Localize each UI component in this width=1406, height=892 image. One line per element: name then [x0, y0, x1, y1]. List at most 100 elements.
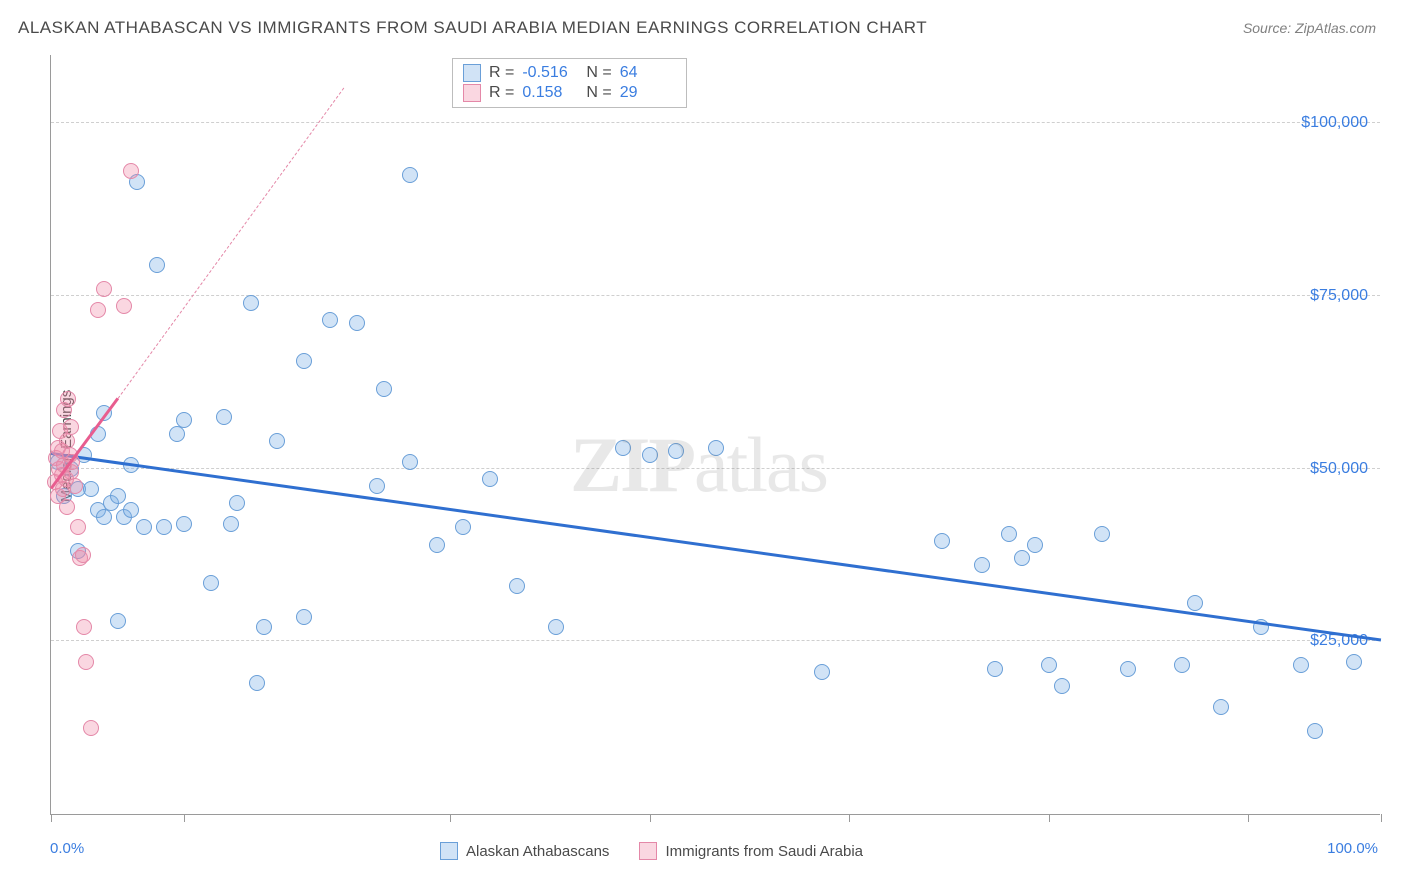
scatter-point	[1187, 595, 1203, 611]
scatter-point	[708, 440, 724, 456]
scatter-point	[123, 502, 139, 518]
scatter-point	[1346, 654, 1362, 670]
gridline	[51, 640, 1380, 641]
x-tick	[1248, 814, 1249, 822]
scatter-point	[1027, 537, 1043, 553]
r-label-1: R =	[489, 64, 514, 82]
source-attribution: Source: ZipAtlas.com	[1243, 20, 1376, 36]
scatter-point	[78, 654, 94, 670]
scatter-point	[67, 478, 83, 494]
x-tick	[450, 814, 451, 822]
scatter-point	[376, 381, 392, 397]
scatter-point	[974, 557, 990, 573]
scatter-point	[223, 516, 239, 532]
scatter-point	[349, 315, 365, 331]
x-axis-max-label: 100.0%	[1327, 840, 1378, 857]
scatter-point	[156, 519, 172, 535]
scatter-point	[229, 495, 245, 511]
r-value-2: 0.158	[522, 84, 578, 102]
scatter-point	[76, 619, 92, 635]
r-label-2: R =	[489, 84, 514, 102]
legend-item-series1: Alaskan Athabascans	[440, 842, 609, 860]
r-value-1: -0.516	[522, 64, 578, 82]
scatter-point	[83, 720, 99, 736]
scatter-point	[369, 478, 385, 494]
scatter-point	[70, 519, 86, 535]
y-tick-label: $50,000	[1310, 460, 1368, 478]
correlation-legend: R = -0.516 N = 64 R = 0.158 N = 29	[452, 58, 687, 108]
scatter-point	[110, 488, 126, 504]
x-tick	[51, 814, 52, 822]
legend-label-1: Alaskan Athabascans	[466, 843, 609, 860]
gridline	[51, 468, 1380, 469]
scatter-point	[123, 163, 139, 179]
legend-row-series1: R = -0.516 N = 64	[463, 63, 676, 83]
scatter-point	[1041, 657, 1057, 673]
scatter-point	[509, 578, 525, 594]
swatch-series1-b	[440, 842, 458, 860]
scatter-point	[243, 295, 259, 311]
scatter-point	[615, 440, 631, 456]
chart-plot-area: $25,000$50,000$75,000$100,000	[50, 55, 1380, 815]
scatter-point	[249, 675, 265, 691]
x-tick	[849, 814, 850, 822]
scatter-point	[814, 664, 830, 680]
scatter-point	[116, 298, 132, 314]
scatter-point	[296, 353, 312, 369]
swatch-series2	[463, 84, 481, 102]
trendline-extrapolation	[117, 88, 344, 399]
x-tick	[1049, 814, 1050, 822]
scatter-point	[1014, 550, 1030, 566]
scatter-point	[482, 471, 498, 487]
gridline	[51, 122, 1380, 123]
chart-title: ALASKAN ATHABASCAN VS IMMIGRANTS FROM SA…	[18, 18, 927, 38]
scatter-point	[1174, 657, 1190, 673]
y-tick-label: $100,000	[1301, 114, 1368, 132]
scatter-point	[668, 443, 684, 459]
scatter-point	[59, 499, 75, 515]
scatter-point	[110, 613, 126, 629]
scatter-point	[429, 537, 445, 553]
legend-label-2: Immigrants from Saudi Arabia	[665, 843, 863, 860]
scatter-point	[642, 447, 658, 463]
scatter-point	[96, 509, 112, 525]
x-tick	[184, 814, 185, 822]
scatter-point	[455, 519, 471, 535]
scatter-point	[402, 167, 418, 183]
scatter-point	[90, 302, 106, 318]
scatter-point	[1293, 657, 1309, 673]
series-legend: Alaskan Athabascans Immigrants from Saud…	[440, 842, 863, 860]
scatter-point	[216, 409, 232, 425]
scatter-point	[322, 312, 338, 328]
scatter-point	[149, 257, 165, 273]
scatter-point	[296, 609, 312, 625]
scatter-point	[203, 575, 219, 591]
x-tick	[1381, 814, 1382, 822]
swatch-series2-b	[639, 842, 657, 860]
scatter-point	[1213, 699, 1229, 715]
n-value-1: 64	[620, 64, 676, 82]
scatter-point	[169, 426, 185, 442]
scatter-point	[1307, 723, 1323, 739]
scatter-point	[136, 519, 152, 535]
scatter-point	[987, 661, 1003, 677]
x-axis-min-label: 0.0%	[50, 840, 84, 857]
scatter-point	[60, 391, 76, 407]
n-label-1: N =	[586, 64, 611, 82]
x-tick	[650, 814, 651, 822]
scatter-point	[1094, 526, 1110, 542]
scatter-point	[934, 533, 950, 549]
scatter-point	[176, 516, 192, 532]
trendline	[51, 452, 1381, 641]
scatter-point	[269, 433, 285, 449]
legend-row-series2: R = 0.158 N = 29	[463, 83, 676, 103]
scatter-point	[402, 454, 418, 470]
y-tick-label: $75,000	[1310, 287, 1368, 305]
scatter-point	[1054, 678, 1070, 694]
swatch-series1	[463, 64, 481, 82]
scatter-point	[63, 419, 79, 435]
scatter-point	[548, 619, 564, 635]
scatter-point	[256, 619, 272, 635]
n-label-2: N =	[586, 84, 611, 102]
scatter-point	[75, 547, 91, 563]
